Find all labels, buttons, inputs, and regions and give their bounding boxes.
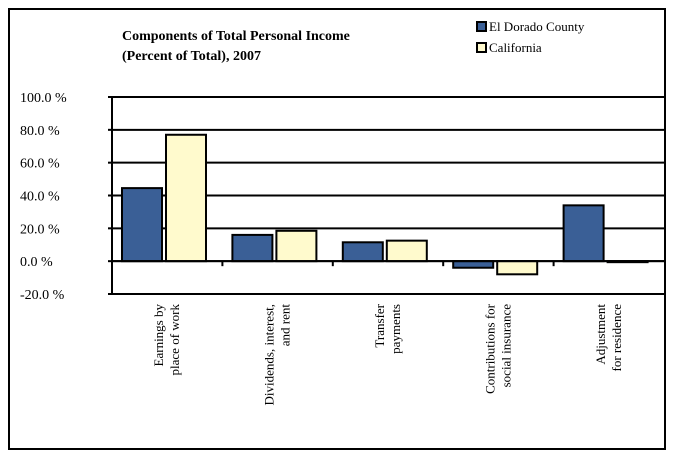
legend-label: El Dorado County <box>489 19 585 34</box>
category-label-line: Adjustment <box>593 304 608 365</box>
bar-series-1 <box>562 204 605 263</box>
bar-series-2 <box>496 260 539 276</box>
chart-title-line-2: (Percent of Total), 2007 <box>122 49 261 64</box>
category-label: Transfer payments <box>372 303 403 353</box>
y-tick-label: -20.0 % <box>20 288 65 303</box>
category-label: Adjustment for residence <box>593 304 624 372</box>
category-label-line: and rent <box>278 304 293 347</box>
chart-title-line-1: Components of Total Personal Income <box>122 29 350 44</box>
axes <box>108 96 664 295</box>
category-label-line: Dividends, interest, <box>262 304 277 405</box>
category-labels: Earnings by place of work Dividends, inter… <box>151 303 624 405</box>
category-label-line: place of work <box>167 304 182 376</box>
bar-series-2 <box>165 133 207 263</box>
bar-series-1 <box>341 241 384 263</box>
bar-series-2 <box>385 239 428 263</box>
legend-label: California <box>489 40 542 55</box>
category-label-line: Earnings by <box>151 304 166 367</box>
bar-series-2 <box>275 229 318 263</box>
legend-swatch <box>476 42 487 53</box>
category-label: Earnings by place of work <box>151 304 182 376</box>
category-label-line: payments <box>388 304 403 354</box>
category-label-line: Transfer <box>372 303 387 347</box>
y-tick-label: 40.0 % <box>20 190 60 205</box>
y-tick-label: 0.0 % <box>20 255 53 270</box>
bar-series-1 <box>231 233 274 263</box>
bars <box>121 133 649 276</box>
category-label: Dividends, interest, and rent <box>262 304 293 406</box>
category-label-line: social insurance <box>498 304 513 388</box>
bar-series-1 <box>121 187 163 263</box>
category-label-line: Contributions for <box>482 303 497 394</box>
y-tick-label: 100.0 % <box>20 91 67 106</box>
y-tick-label: 80.0 % <box>20 124 60 139</box>
y-tick-label: 60.0 % <box>20 157 60 172</box>
legend: El Dorado County California <box>476 19 585 55</box>
category-label-line: for residence <box>609 304 624 372</box>
y-axis-tick-labels: 100.0 % 80.0 % 60.0 % 40.0 % 20.0 % 0.0 % -20.… <box>20 91 67 303</box>
y-tick-label: 20.0 % <box>20 222 60 237</box>
legend-swatch <box>476 21 487 32</box>
category-label: Contributions for social insurance <box>482 303 513 394</box>
